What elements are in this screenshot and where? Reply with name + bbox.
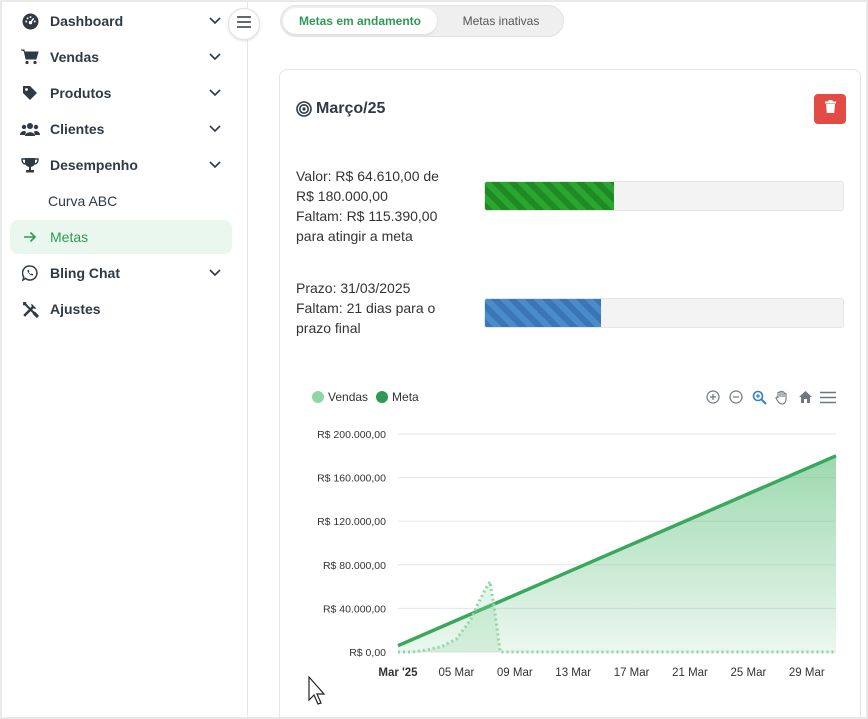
chevron-down-icon	[208, 122, 222, 136]
sidebar-item-dashboard[interactable]: Dashboard	[10, 4, 232, 38]
sidebar-item-label: Dashboard	[50, 13, 124, 29]
deadline-progress-fill	[485, 299, 601, 327]
x-tick-label: 17 Mar	[614, 667, 650, 679]
x-tick-label: Mar '25	[378, 667, 418, 679]
sales-progress-bar	[484, 181, 844, 211]
valor-text: Valor: R$ 64.610,00 de R$ 180.000,00	[296, 168, 439, 204]
goal-chart: R$ 0,00 R$ 40.000,00 R$ 80.000,00 R$ 120.00…	[317, 429, 837, 679]
sidebar-item-label: Clientes	[50, 121, 105, 137]
sidebar-item-ajustes[interactable]: Ajustes	[10, 292, 232, 326]
pan-hand-icon[interactable]	[772, 387, 792, 407]
sidebar-item-label: Metas	[50, 229, 89, 245]
x-tick-label: 05 Mar	[439, 667, 475, 679]
y-tick-label: R$ 80.000,00	[323, 560, 386, 572]
sales-progress-fill	[485, 182, 614, 210]
vendas-area	[398, 581, 836, 652]
meta-line	[397, 454, 837, 648]
sidebar-item-label: Curva ABC	[48, 193, 118, 209]
x-tick-label: 13 Mar	[555, 667, 591, 679]
sidebar-item-bling-chat[interactable]: Bling Chat	[10, 256, 232, 290]
sidebar: Dashboard Vendas Produtos Clientes	[2, 2, 248, 717]
trophy-icon	[20, 155, 40, 175]
cart-icon	[20, 47, 40, 67]
tag-icon	[20, 83, 40, 103]
sidebar-toggle-button[interactable]	[228, 8, 260, 40]
gauge-icon	[20, 11, 40, 31]
delete-goal-button[interactable]	[814, 94, 846, 124]
chevron-down-icon	[208, 14, 222, 28]
legend-dot-meta	[376, 391, 389, 403]
sidebar-item-label: Ajustes	[50, 301, 101, 317]
legend-label-vendas: Vendas	[328, 390, 369, 404]
chart-toolbar	[700, 387, 838, 407]
trash-icon	[824, 100, 836, 118]
target-icon	[296, 101, 312, 117]
sidebar-item-vendas[interactable]: Vendas	[10, 40, 232, 74]
chevron-down-icon	[208, 158, 222, 172]
users-icon	[20, 119, 40, 139]
goal-title: Março/25	[296, 100, 385, 118]
tab-metas-inativas[interactable]: Metas inativas	[462, 14, 540, 28]
arrow-right-icon	[20, 227, 40, 247]
chevron-down-icon	[208, 266, 222, 280]
sidebar-item-metas[interactable]: Metas	[10, 220, 232, 254]
whatsapp-icon	[20, 263, 40, 283]
tools-icon	[20, 299, 40, 319]
sidebar-item-curva-abc[interactable]: Curva ABC	[10, 184, 232, 218]
chevron-down-icon	[208, 50, 222, 64]
hamburger-menu-icon[interactable]	[818, 387, 838, 407]
sidebar-item-label: Vendas	[50, 49, 100, 65]
vendas-line	[398, 580, 836, 654]
goal-title-text: Março/25	[316, 100, 386, 117]
deadline-info: Prazo: 31/03/2025 Faltam: 21 dias para o…	[296, 278, 456, 338]
zoom-out-icon[interactable]	[726, 387, 746, 407]
x-tick-label: 09 Mar	[497, 667, 533, 679]
legend-item-meta[interactable]: Meta	[376, 390, 419, 404]
sidebar-item-clientes[interactable]: Clientes	[10, 112, 232, 146]
sales-value-info: Valor: R$ 64.610,00 de R$ 180.000,00 Fal…	[296, 166, 456, 246]
sidebar-item-label: Produtos	[50, 85, 112, 101]
y-tick-label: R$ 120.000,00	[317, 516, 386, 528]
x-tick-label: 29 Mar	[789, 667, 825, 679]
chevron-down-icon	[208, 86, 222, 100]
sidebar-item-label: Desempenho	[50, 157, 138, 173]
prazo-text: Prazo: 31/03/2025	[296, 280, 411, 296]
sidebar-item-label: Bling Chat	[50, 265, 120, 281]
x-tick-label: 25 Mar	[731, 667, 767, 679]
mouse-cursor-icon	[308, 676, 326, 705]
goal-card: Março/25 Valor: R$ 64.610,00 de R$ 180.0…	[279, 69, 861, 717]
goal-tabs: Metas em andamento Metas inativas	[280, 5, 564, 37]
sidebar-item-desempenho[interactable]: Desempenho	[10, 148, 232, 182]
zoom-in-icon[interactable]	[703, 387, 723, 407]
legend-item-vendas[interactable]: Vendas	[312, 390, 368, 404]
tab-metas-em-andamento[interactable]: Metas em andamento	[283, 8, 437, 34]
y-tick-label: R$ 160.000,00	[317, 473, 386, 485]
chart-legend: Vendas Meta	[312, 390, 427, 404]
home-reset-icon[interactable]	[795, 387, 815, 407]
y-tick-label: R$ 40.000,00	[323, 603, 386, 615]
legend-label-meta: Meta	[392, 390, 419, 404]
deadline-progress-bar	[484, 298, 844, 328]
legend-dot-vendas	[312, 391, 324, 403]
sidebar-item-produtos[interactable]: Produtos	[10, 76, 232, 110]
magnifier-zoom-icon[interactable]	[749, 387, 769, 407]
y-tick-label: R$ 200.000,00	[317, 429, 386, 441]
faltam-text: Faltam: R$ 115.390,00 para atingir a met…	[296, 208, 438, 244]
faltam-dias-text: Faltam: 21 dias para o prazo final	[296, 300, 436, 336]
menu-icon	[237, 15, 251, 33]
y-tick-label: R$ 0,00	[349, 647, 386, 659]
x-tick-label: 21 Mar	[672, 667, 708, 679]
